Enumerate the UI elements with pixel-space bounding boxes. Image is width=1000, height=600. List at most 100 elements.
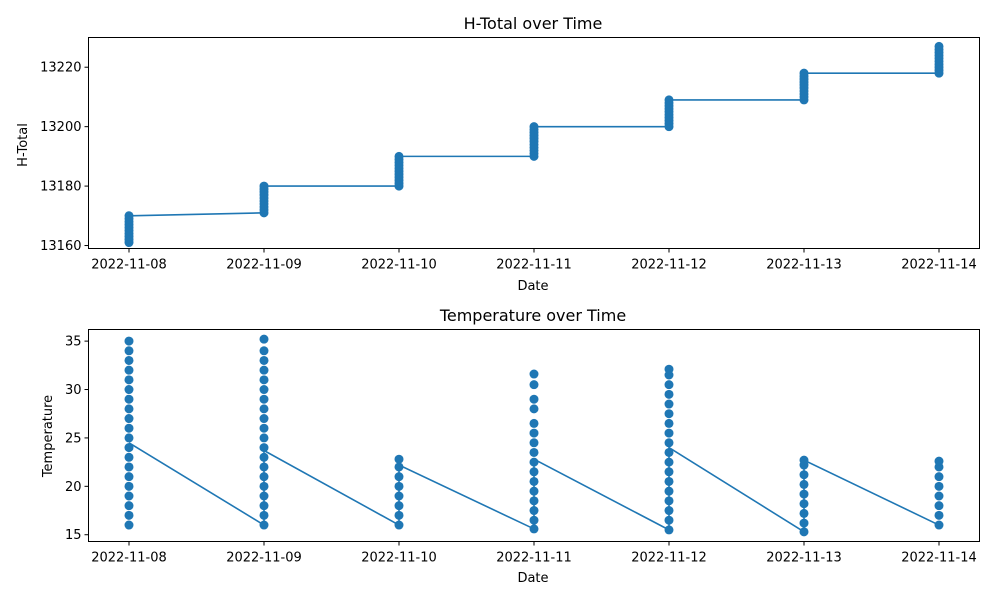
temperature-y-tick-label: 25	[65, 431, 82, 446]
temperature-y-tick-label: 20	[65, 480, 82, 495]
h-total-panel: H-Total over Time 2022-11-08 2022-11-09 20…	[16, 14, 980, 294]
temperature-y-tick-label: 35	[65, 335, 82, 350]
temperature-scatter-point	[124, 462, 134, 472]
h-total-y-tick-label: 13180	[40, 180, 81, 195]
temperature-scatter-point	[259, 334, 269, 344]
temperature-scatter-point	[934, 472, 944, 482]
temperature-scatter-point	[529, 438, 539, 448]
temperature-scatter-point	[259, 385, 269, 395]
temperature-scatter-point	[124, 394, 134, 404]
temperature-scatter-point	[124, 385, 134, 395]
temperature-panel: Temperature over Time 2022-11-08 2022-11-…	[41, 306, 980, 586]
temperature-scatter-point	[124, 355, 134, 365]
temperature-scatter-point	[259, 414, 269, 424]
h-total-y-tick-label: 13200	[40, 120, 81, 135]
h-total-x-tick-label: 2022-11-10	[361, 258, 437, 273]
temperature-scatter-point	[529, 447, 539, 457]
temperature-scatter-point	[934, 456, 944, 466]
h-total-marks	[124, 41, 944, 248]
h-total-series-line	[128, 72, 939, 217]
temperature-scatter-point	[529, 380, 539, 390]
h-total-x-ticks: 2022-11-08 2022-11-09 2022-11-10 2022-11-11…	[91, 248, 977, 273]
h-total-y-tick-label: 13220	[40, 61, 81, 76]
temperature-scatter-point	[664, 380, 674, 390]
temperature-scatter-point	[259, 375, 269, 385]
temperature-scatter-point	[124, 510, 134, 520]
h-total-x-tick-label: 2022-11-09	[226, 258, 302, 273]
temperature-scatter-point	[664, 428, 674, 438]
temperature-x-tick-label: 2022-11-12	[631, 551, 707, 566]
temperature-scatter-point	[259, 433, 269, 443]
temperature-scatter-point	[934, 501, 944, 511]
h-total-x-tick-label: 2022-11-14	[901, 258, 977, 273]
temperature-scatter-point	[124, 423, 134, 433]
temperature-y-axis-label: Temperature	[41, 395, 56, 478]
temperature-x-tick-label: 2022-11-08	[91, 551, 167, 566]
temperature-scatter-point	[124, 336, 134, 346]
temperature-scatter-point	[124, 404, 134, 414]
temperature-plot-frame	[88, 329, 980, 542]
temperature-scatter-point	[259, 394, 269, 404]
h-total-x-tick-label: 2022-11-12	[631, 258, 707, 273]
h-total-y-ticks: 13160 13180 13200 13220	[40, 61, 89, 254]
temperature-series-line	[128, 442, 940, 534]
h-total-x-axis-label: Date	[517, 279, 548, 294]
temperature-scatter-point	[124, 443, 134, 453]
temperature-scatter-point	[124, 472, 134, 482]
temperature-scatter-point	[664, 438, 674, 448]
temperature-marks	[124, 334, 944, 537]
temperature-scatter-point	[259, 346, 269, 356]
temperature-scatter-point	[934, 520, 944, 530]
temperature-scatter-point	[124, 452, 134, 462]
temperature-x-tick-label: 2022-11-10	[361, 551, 437, 566]
h-total-y-axis-label: H-Total	[16, 123, 31, 167]
temperature-scatter-point	[529, 369, 539, 379]
temperature-x-tick-label: 2022-11-11	[496, 551, 572, 566]
temperature-scatter-point	[529, 404, 539, 414]
h-total-x-tick-label: 2022-11-13	[766, 258, 842, 273]
temperature-scatter-point	[124, 491, 134, 501]
temperature-scatter-point	[934, 481, 944, 491]
temperature-y-tick-label: 15	[65, 528, 82, 543]
temperature-scatter-point	[934, 510, 944, 520]
temperature-scatter-point	[124, 365, 134, 375]
temperature-scatter-point	[124, 375, 134, 385]
temperature-scatter-point	[259, 443, 269, 453]
temperature-x-tick-label: 2022-11-13	[766, 551, 842, 566]
temperature-scatter-point	[124, 346, 134, 356]
temperature-scatter-point	[259, 423, 269, 433]
temperature-y-tick-label: 30	[65, 383, 82, 398]
temperature-scatter-point	[259, 365, 269, 375]
temperature-x-axis-label: Date	[517, 571, 548, 586]
temperature-scatter-point	[529, 428, 539, 438]
temperature-scatter-point	[664, 364, 674, 374]
h-total-x-tick-label: 2022-11-11	[496, 258, 572, 273]
h-total-plot-frame	[88, 37, 980, 249]
temperature-scatter-point	[934, 491, 944, 501]
temperature-scatter-point	[259, 355, 269, 365]
temperature-scatter-point	[124, 481, 134, 491]
h-total-y-tick-label: 13160	[40, 239, 81, 254]
temperature-scatter-point	[259, 404, 269, 414]
temperature-scatter-point	[664, 418, 674, 428]
temperature-scatter-point	[664, 409, 674, 419]
temperature-scatter-point	[664, 399, 674, 409]
h-total-x-tick-label: 2022-11-08	[91, 258, 167, 273]
temperature-scatter-point	[124, 414, 134, 424]
temperature-scatter-point	[529, 418, 539, 428]
temperature-scatter-point	[124, 433, 134, 443]
temperature-x-tick-label: 2022-11-09	[226, 551, 302, 566]
h-total-scatter-point	[934, 41, 944, 51]
temperature-scatter-point	[124, 501, 134, 511]
temperature-x-ticks: 2022-11-08 2022-11-09 2022-11-10 2022-11-11…	[91, 541, 977, 566]
temperature-y-ticks: 15 20 25 30 35	[65, 335, 89, 543]
temperature-x-tick-label: 2022-11-14	[901, 551, 977, 566]
temperature-scatter-point	[124, 520, 134, 530]
temperature-scatter-point	[664, 389, 674, 399]
temperature-scatter-point	[529, 394, 539, 404]
h-total-chart-title: H-Total over Time	[464, 14, 603, 33]
temperature-scatter-point	[394, 454, 404, 464]
temperature-chart-title: Temperature over Time	[439, 306, 626, 325]
